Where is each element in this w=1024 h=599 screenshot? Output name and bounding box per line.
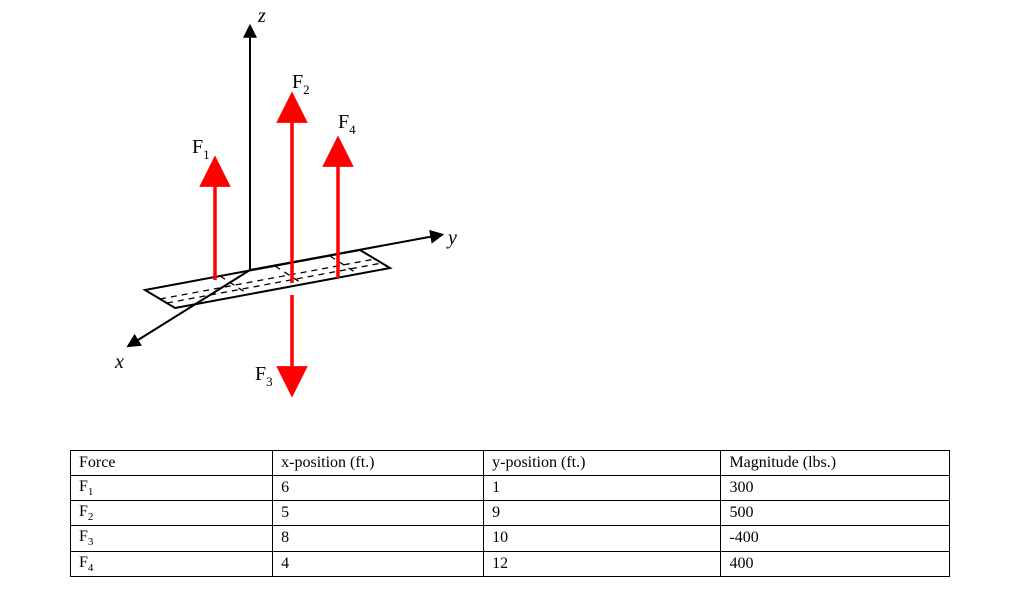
x-pos-cell: 8 [273,526,484,551]
y-pos-cell: 10 [484,526,721,551]
magnitude-cell: 300 [721,476,950,501]
table-row: F4412400 [71,551,950,576]
force-name-cell: F1 [71,476,273,501]
axes [130,28,440,345]
x-pos-cell: 5 [273,501,484,526]
y-pos-cell: 9 [484,501,721,526]
y-axis-label: y [446,227,457,249]
force-label-2: F2 [292,71,310,97]
magnitude-cell: 400 [721,551,950,576]
force-name-cell: F3 [71,526,273,551]
force-name-cell: F4 [71,551,273,576]
table-row: F161300 [71,476,950,501]
plate-grid [160,256,382,303]
force-label-3: F3 [255,363,273,389]
force-label-4: F4 [338,111,356,137]
x-pos-cell: 6 [273,476,484,501]
y-pos-cell: 1 [484,476,721,501]
force-table: Forcex-position (ft.)y-position (ft.)Mag… [70,450,950,577]
force-diagram: z y x F1 F2 F3 F4 [60,0,480,420]
magnitude-cell: 500 [721,501,950,526]
table-header-row: Forcex-position (ft.)y-position (ft.)Mag… [71,451,950,476]
diagram-svg: z y x F1 F2 F3 F4 [60,0,480,420]
col-header-0: Force [71,451,273,476]
z-axis-label: z [257,5,266,27]
col-header-1: x-position (ft.) [273,451,484,476]
force-label-1: F1 [192,136,210,162]
force-arrows: F1 F2 F3 F4 [192,71,356,389]
x-axis-label: x [114,351,124,373]
force-name-cell: F2 [71,501,273,526]
y-pos-cell: 12 [484,551,721,576]
plate-outline [145,250,390,308]
magnitude-cell: -400 [721,526,950,551]
force-table-wrap: Forcex-position (ft.)y-position (ft.)Mag… [70,450,950,577]
table-row: F259500 [71,501,950,526]
col-header-2: y-position (ft.) [484,451,721,476]
col-header-3: Magnitude (lbs.) [721,451,950,476]
table-row: F3810-400 [71,526,950,551]
x-pos-cell: 4 [273,551,484,576]
